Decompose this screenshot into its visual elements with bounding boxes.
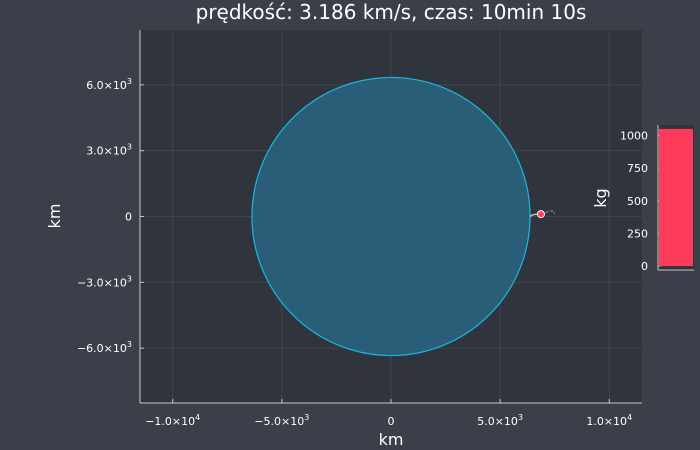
y-tick-label: 3.0×103	[86, 143, 132, 158]
main-x-ticks: −1.0×104 −5.0×103 0 5.0×103 1.0×104	[145, 399, 632, 428]
fuel-tick-label: 500	[627, 195, 648, 208]
fuel-y-ticks: 0 250 500 750 1000	[620, 129, 661, 273]
y-tick-label: −3.0×103	[77, 274, 132, 289]
x-tick-label: −5.0×103	[254, 413, 309, 428]
main-y-ticks: 6.0×103 3.0×103 0 −3.0×103 −6.0×103	[77, 77, 144, 355]
rocket-marker	[536, 210, 545, 219]
x-tick-label: 0	[388, 415, 395, 428]
predicted-path-line	[540, 210, 556, 215]
fuel-bar	[659, 128, 693, 267]
x-tick-label: 5.0×103	[477, 413, 523, 428]
planet-circle	[251, 76, 531, 357]
x-tick-label: 1.0×104	[586, 413, 632, 428]
fuel-tick-label: 750	[627, 162, 648, 175]
fuel-tick-label: 1000	[620, 129, 648, 142]
chart-title: prędkość: 3.186 km/s, czas: 10min 10s	[196, 0, 587, 24]
fuel-tick-label: 250	[627, 227, 648, 240]
y-tick-label: 0	[125, 211, 132, 224]
y-tick-label: 6.0×103	[86, 77, 132, 92]
y-tick-label: −6.0×103	[77, 340, 132, 355]
x-axis-label: km	[379, 430, 404, 449]
y-axis-label: km	[45, 204, 64, 229]
fuel-axis-label: kg	[591, 188, 610, 207]
x-tick-label: −1.0×104	[145, 413, 200, 428]
fuel-tick-label: 0	[641, 260, 648, 273]
